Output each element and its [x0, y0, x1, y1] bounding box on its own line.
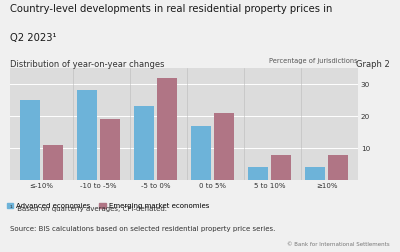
Legend: Advanced economies, Emerging market economies: Advanced economies, Emerging market econ…: [6, 203, 209, 209]
Text: © Bank for International Settlements: © Bank for International Settlements: [287, 242, 390, 247]
Bar: [134, 107, 154, 180]
Bar: [191, 126, 211, 180]
Bar: [100, 119, 120, 180]
Bar: [157, 78, 177, 180]
Text: Percentage of jurisdictions: Percentage of jurisdictions: [269, 58, 358, 64]
Bar: [328, 154, 348, 180]
Bar: [77, 90, 97, 180]
Text: Q2 2023¹: Q2 2023¹: [10, 33, 56, 43]
Text: Graph 2: Graph 2: [356, 60, 390, 70]
Bar: [214, 113, 234, 180]
Text: ¹  Based on quarterly averages; CPI-deflated.: ¹ Based on quarterly averages; CPI-defla…: [10, 205, 167, 212]
Bar: [305, 167, 326, 180]
Text: Country-level developments in real residential property prices in: Country-level developments in real resid…: [10, 4, 332, 14]
Bar: [248, 167, 268, 180]
Text: Source: BIS calculations based on selected residential property price series.: Source: BIS calculations based on select…: [10, 226, 275, 232]
Bar: [42, 145, 63, 180]
Bar: [20, 100, 40, 180]
Text: Distribution of year-on-year changes: Distribution of year-on-year changes: [10, 60, 164, 70]
Bar: [271, 154, 291, 180]
